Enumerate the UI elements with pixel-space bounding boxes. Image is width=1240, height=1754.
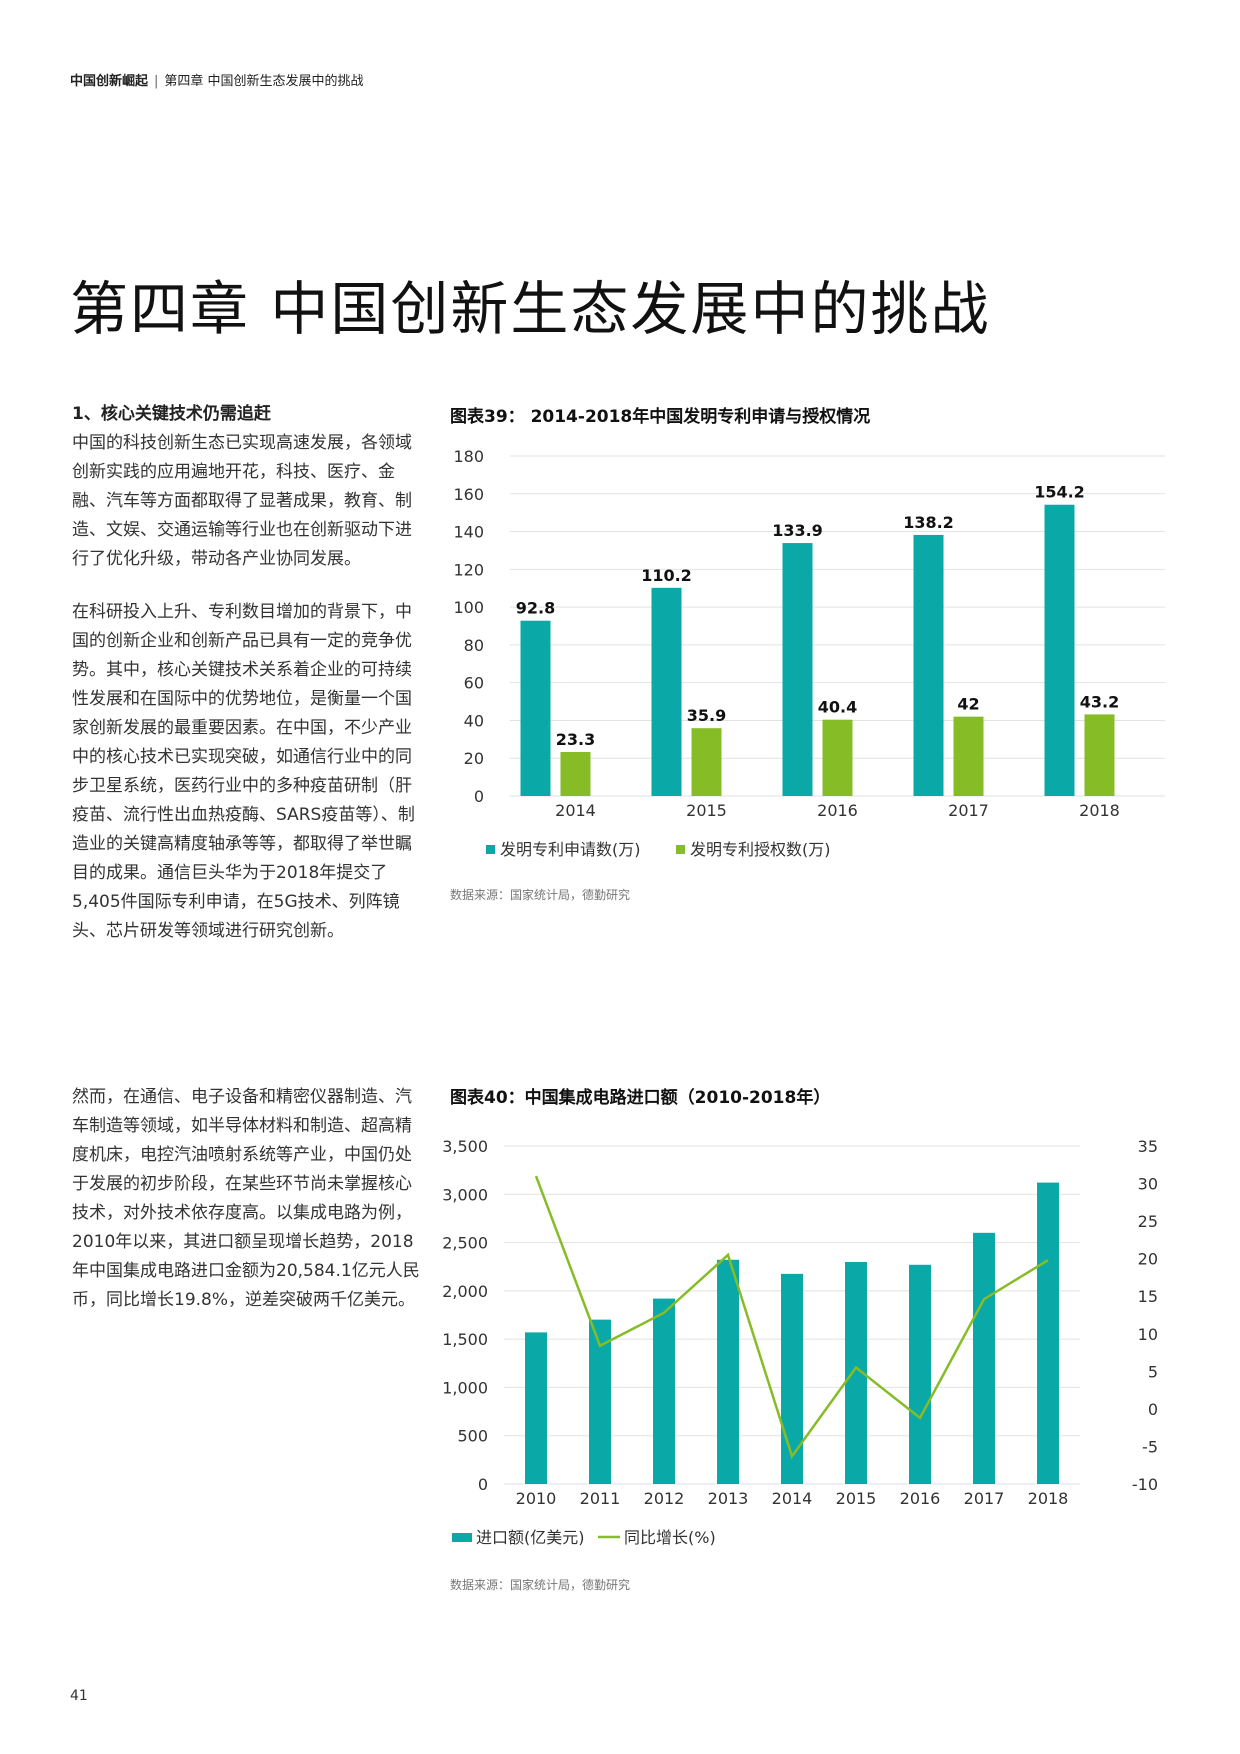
- left-y-tick-label: 2,000: [442, 1282, 488, 1301]
- x-tick-label: 2018: [1028, 1489, 1069, 1508]
- right-y-tick-label: -10: [1132, 1475, 1158, 1494]
- x-tick-label: 2017: [948, 801, 989, 820]
- y-tick-label: 60: [464, 674, 484, 693]
- x-tick-label: 2012: [644, 1489, 685, 1508]
- x-tick-label: 2018: [1079, 801, 1120, 820]
- x-tick-label: 2015: [836, 1489, 877, 1508]
- bar: [1037, 1182, 1059, 1484]
- data-label: 23.3: [556, 730, 595, 749]
- bar: [560, 751, 591, 796]
- y-tick-label: 20: [464, 749, 484, 768]
- right-y-tick-label: 0: [1148, 1400, 1158, 1419]
- right-y-tick-label: 35: [1138, 1137, 1158, 1156]
- x-tick-label: 2010: [516, 1489, 557, 1508]
- y-tick-label: 120: [453, 560, 484, 579]
- data-label: 133.9: [772, 521, 823, 540]
- y-tick-label: 140: [453, 523, 484, 542]
- data-label: 42: [957, 695, 979, 714]
- left-column-top: 1、核心关键技术仍需追赶 中国的科技创新生态已实现高速发展，各领域创新实践的应用…: [72, 400, 422, 970]
- paragraph-2: 在科研投入上升、专利数目增加的背景下，中国的创新企业和创新产品已具有一定的竞争优…: [72, 602, 415, 941]
- data-label: 43.2: [1080, 692, 1119, 711]
- chart39-source: 数据来源：国家统计局，德勤研究: [450, 888, 631, 902]
- chart39-title: 图表39： 2014-2018年中国发明专利申请与授权情况: [450, 407, 871, 427]
- legend-swatch-bar: [452, 1533, 472, 1542]
- x-tick-label: 2014: [555, 801, 596, 820]
- legend-label-line: 同比增长(%): [624, 1528, 716, 1547]
- chart40-ic-import-chart: 0 500 1,000 1,500 2,000 2,500 3,000 3,500 -10 -5 0…: [442, 1137, 1158, 1547]
- page-number: 41: [70, 1688, 88, 1704]
- x-tick-label: 2016: [817, 801, 858, 820]
- x-tick-label: 2011: [580, 1489, 621, 1508]
- y-tick-label: 0: [474, 787, 484, 806]
- legend-label-bar: 进口额(亿美元): [476, 1528, 585, 1547]
- bar: [717, 1259, 739, 1484]
- page-title: 第四章 中国创新生态发展中的挑战: [70, 275, 991, 343]
- header-separator: |: [154, 74, 159, 89]
- bar: [953, 716, 984, 796]
- bar: [782, 543, 813, 796]
- right-y-tick-label: -5: [1142, 1437, 1158, 1456]
- x-tick-label: 2014: [772, 1489, 813, 1508]
- bar: [691, 728, 722, 796]
- chart39-patent-chart: 0 20 40 60 80 100 120 140 160 180 2014 92.8 23.3 2015…: [453, 447, 1165, 859]
- bar: [651, 587, 682, 796]
- right-y-tick-label: 30: [1138, 1175, 1158, 1194]
- right-y-tick-label: 25: [1138, 1212, 1158, 1231]
- data-label: 40.4: [818, 698, 857, 717]
- data-label: 92.8: [516, 599, 555, 618]
- right-y-tick-label: 10: [1138, 1325, 1158, 1344]
- legend-label: 发明专利申请数(万): [500, 840, 641, 859]
- y-tick-label: 180: [453, 447, 484, 466]
- bar: [1044, 504, 1075, 796]
- bar: [589, 1319, 611, 1484]
- left-y-tick-label: 1,500: [442, 1330, 488, 1349]
- data-label: 138.2: [903, 513, 954, 532]
- header-brand: 中国创新崛起: [70, 74, 149, 89]
- data-label: 35.9: [687, 706, 726, 725]
- left-y-tick-label: 0: [478, 1475, 488, 1494]
- running-header: 中国创新崛起 | 第四章 中国创新生态发展中的挑战: [70, 70, 364, 89]
- y-tick-label: 100: [453, 598, 484, 617]
- bar: [520, 620, 551, 796]
- bar: [653, 1298, 675, 1484]
- bar: [1084, 714, 1115, 796]
- chart40-title: 图表40：中国集成电路进口额（2010-2018年）: [450, 1088, 831, 1108]
- bar: [909, 1264, 931, 1484]
- paragraph-1: 中国的科技创新生态已实现高速发展，各领域创新实践的应用遍地开花，科技、医疗、金融…: [72, 433, 412, 569]
- bar: [913, 534, 944, 796]
- legend-label: 发明专利授权数(万): [690, 840, 831, 859]
- y-tick-label: 40: [464, 711, 484, 730]
- left-y-tick-label: 3,000: [442, 1185, 488, 1204]
- right-y-tick-label: 5: [1148, 1362, 1158, 1381]
- paragraph-3: 然而，在通信、电子设备和精密仪器制造、汽车制造等领域，如半导体材料和制造、超高精…: [72, 1087, 420, 1310]
- data-label: 110.2: [641, 566, 692, 585]
- bar: [973, 1232, 995, 1484]
- bar: [845, 1261, 867, 1484]
- x-tick-label: 2015: [686, 801, 727, 820]
- growth-line: [534, 1175, 1049, 1459]
- left-column-bottom: 然而，在通信、电子设备和精密仪器制造、汽车制造等领域，如半导体材料和制造、超高精…: [72, 1083, 422, 1339]
- x-tick-label: 2016: [900, 1489, 941, 1508]
- right-y-tick-label: 15: [1138, 1287, 1158, 1306]
- right-y-tick-label: 20: [1138, 1250, 1158, 1269]
- legend-swatch: [676, 845, 685, 854]
- y-tick-label: 160: [453, 485, 484, 504]
- left-y-tick-label: 2,500: [442, 1234, 488, 1253]
- left-y-tick-label: 1,000: [442, 1378, 488, 1397]
- x-tick-label: 2017: [964, 1489, 1005, 1508]
- left-y-tick-label: 500: [457, 1427, 488, 1446]
- data-label: 154.2: [1034, 483, 1085, 502]
- legend-swatch: [486, 845, 495, 854]
- chart40-source: 数据来源：国家统计局，德勤研究: [450, 1578, 631, 1592]
- bar: [781, 1273, 803, 1484]
- y-tick-label: 80: [464, 636, 484, 655]
- bar: [822, 719, 853, 796]
- bar: [525, 1332, 547, 1484]
- header-chapter: 第四章 中国创新生态发展中的挑战: [164, 74, 364, 89]
- left-y-tick-label: 3,500: [442, 1137, 488, 1156]
- section-heading: 1、核心关键技术仍需追赶: [72, 404, 271, 424]
- x-tick-label: 2013: [708, 1489, 749, 1508]
